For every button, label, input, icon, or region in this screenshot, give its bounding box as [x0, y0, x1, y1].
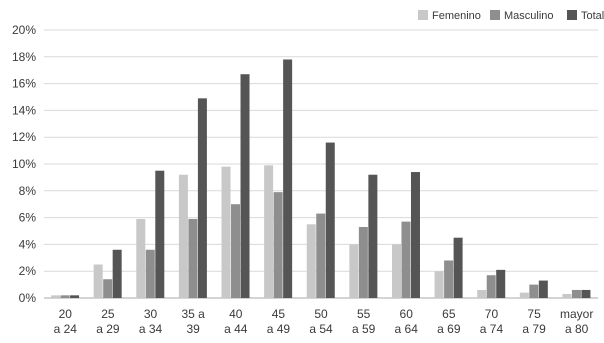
- legend-label: Femenino: [432, 10, 481, 22]
- bar-femenino: [221, 166, 231, 298]
- bar-total: [283, 59, 293, 299]
- bar-femenino: [178, 174, 188, 298]
- bar-femenino: [136, 218, 146, 298]
- bar-femenino: [391, 244, 401, 298]
- bar-total: [453, 237, 463, 298]
- x-tick-label: 45: [272, 307, 286, 321]
- y-tick-label: 4%: [19, 237, 37, 251]
- bar-femenino: [51, 295, 61, 298]
- bar-masculino: [316, 213, 326, 298]
- bar-femenino: [562, 293, 572, 298]
- bar-masculino: [145, 249, 155, 298]
- bar-total: [581, 289, 591, 298]
- bar-masculino: [444, 260, 454, 298]
- x-tick-label: a 59: [352, 322, 376, 336]
- x-tick-label: a 80: [565, 322, 589, 336]
- bar-total: [410, 172, 420, 298]
- x-tick-label: a 44: [224, 322, 248, 336]
- bar-masculino: [60, 295, 70, 298]
- x-tick-label: 75: [527, 307, 541, 321]
- bar-femenino: [306, 224, 316, 298]
- bar-masculino: [231, 204, 241, 298]
- y-tick-label: 20%: [12, 23, 36, 37]
- legend-label: Total: [581, 10, 604, 22]
- bar-femenino: [477, 289, 487, 298]
- x-tick-label: 30: [144, 307, 158, 321]
- bar-masculino: [273, 192, 283, 298]
- x-tick-label: a 49: [267, 322, 291, 336]
- bar-femenino: [349, 244, 359, 298]
- y-tick-label: 14%: [12, 103, 36, 117]
- x-tick-label: 65: [442, 307, 456, 321]
- bar-masculino: [529, 284, 539, 298]
- bar-total: [155, 170, 165, 298]
- y-tick-label: 8%: [19, 184, 37, 198]
- bar-masculino: [188, 218, 198, 298]
- y-tick-label: 12%: [12, 130, 36, 144]
- legend-label: Masculino: [504, 10, 554, 22]
- x-tick-label: 39: [186, 322, 200, 336]
- y-axis-ticks: 0% 2% 4% 6% 8% 10% 12% 14% 16% 18% 20%: [12, 23, 36, 305]
- y-tick-label: 6%: [19, 211, 37, 225]
- bar-total: [325, 142, 335, 298]
- y-tick-label: 10%: [12, 157, 36, 171]
- x-tick-label: 70: [485, 307, 499, 321]
- y-tick-label: 18%: [12, 50, 36, 64]
- x-tick-label: 55: [357, 307, 371, 321]
- legend-swatch: [418, 10, 428, 20]
- bar-total: [240, 74, 250, 298]
- bar-total: [112, 249, 122, 298]
- bar-femenino: [264, 165, 274, 298]
- x-tick-label: a 54: [309, 322, 333, 336]
- x-tick-label: a 34: [139, 322, 163, 336]
- legend-swatch: [567, 10, 577, 20]
- bar-masculino: [486, 275, 496, 298]
- bar-masculino: [401, 221, 411, 298]
- bar-femenino: [434, 271, 444, 298]
- x-tick-label: 20: [59, 307, 73, 321]
- x-tick-label: 60: [400, 307, 414, 321]
- y-tick-label: 16%: [12, 77, 36, 91]
- x-tick-label: a 79: [522, 322, 546, 336]
- legend: Femenino Masculino Total: [418, 10, 604, 22]
- x-tick-label: 50: [314, 307, 328, 321]
- x-tick-label: 40: [229, 307, 243, 321]
- bar-total: [368, 174, 378, 298]
- x-tick-label: a 74: [480, 322, 504, 336]
- bar-femenino: [93, 264, 103, 298]
- x-tick-label: mayor: [560, 307, 593, 321]
- bar-masculino: [358, 226, 368, 298]
- bar-total: [70, 295, 80, 298]
- x-tick-label: 35 a: [181, 307, 205, 321]
- bar-femenino: [519, 292, 529, 298]
- x-tick-label: a 29: [96, 322, 120, 336]
- x-tick-label: a 64: [395, 322, 419, 336]
- bar-masculino: [103, 279, 113, 298]
- bars: [51, 59, 591, 299]
- x-tick-label: a 24: [54, 322, 78, 336]
- bar-total: [538, 280, 548, 298]
- bar-masculino: [571, 289, 581, 298]
- bar-total: [197, 98, 207, 298]
- y-tick-label: 0%: [19, 291, 37, 305]
- x-tick-label: a 69: [437, 322, 461, 336]
- y-tick-label: 2%: [19, 264, 37, 278]
- bar-total: [496, 269, 506, 298]
- legend-swatch: [490, 10, 500, 20]
- x-tick-label: 25: [101, 307, 115, 321]
